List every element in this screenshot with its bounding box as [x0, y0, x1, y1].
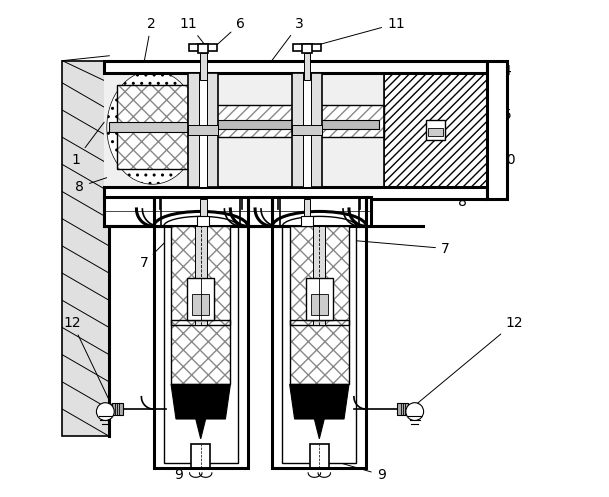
- Bar: [109, 122, 195, 132]
- Bar: [104, 187, 487, 199]
- Text: 7: 7: [334, 239, 449, 255]
- Bar: [171, 320, 230, 384]
- Bar: [303, 199, 311, 219]
- Ellipse shape: [107, 71, 199, 184]
- Bar: [200, 53, 206, 81]
- Text: 1: 1: [72, 122, 104, 166]
- Bar: [112, 403, 122, 415]
- Text: 3: 3: [272, 16, 304, 61]
- Bar: [290, 320, 349, 384]
- Bar: [193, 120, 379, 129]
- Text: 12: 12: [414, 316, 523, 406]
- Bar: [303, 53, 311, 81]
- Bar: [290, 226, 349, 325]
- Text: 10: 10: [493, 153, 516, 166]
- Bar: [310, 444, 329, 469]
- Bar: [314, 226, 325, 325]
- Bar: [302, 44, 312, 53]
- Circle shape: [406, 403, 424, 420]
- Bar: [188, 73, 218, 187]
- Bar: [428, 128, 443, 136]
- Text: 6: 6: [215, 16, 245, 47]
- Text: 5: 5: [492, 108, 512, 124]
- Bar: [293, 44, 321, 51]
- Bar: [104, 73, 487, 187]
- Text: 11: 11: [180, 16, 204, 44]
- Bar: [290, 320, 349, 384]
- Bar: [199, 44, 208, 53]
- Bar: [188, 125, 218, 135]
- Bar: [189, 44, 217, 51]
- Bar: [171, 320, 230, 384]
- Bar: [62, 61, 109, 436]
- Bar: [191, 444, 210, 469]
- Bar: [104, 61, 487, 73]
- Text: 8: 8: [75, 178, 107, 194]
- Polygon shape: [290, 384, 349, 439]
- Polygon shape: [171, 384, 230, 439]
- Bar: [272, 226, 366, 469]
- Bar: [292, 125, 322, 135]
- Bar: [290, 226, 349, 325]
- Text: 9: 9: [311, 454, 385, 482]
- Bar: [192, 294, 209, 315]
- Text: 12: 12: [63, 316, 111, 405]
- Bar: [426, 120, 445, 140]
- Bar: [398, 403, 408, 415]
- Text: 4: 4: [492, 64, 512, 79]
- Bar: [153, 226, 248, 469]
- Bar: [200, 199, 206, 219]
- Text: 2: 2: [144, 16, 156, 61]
- Bar: [188, 105, 384, 137]
- Bar: [195, 226, 206, 325]
- Bar: [197, 216, 209, 226]
- Bar: [117, 85, 188, 169]
- Bar: [292, 73, 322, 187]
- Text: 11: 11: [317, 16, 405, 45]
- Bar: [384, 73, 487, 187]
- Bar: [188, 105, 384, 137]
- Bar: [306, 278, 333, 320]
- Circle shape: [96, 403, 114, 420]
- Bar: [187, 278, 214, 320]
- Bar: [487, 61, 507, 199]
- Bar: [164, 226, 238, 464]
- Bar: [301, 216, 313, 226]
- Bar: [311, 294, 328, 315]
- Text: 9: 9: [174, 456, 192, 482]
- Text: 8: 8: [440, 188, 467, 209]
- Bar: [303, 73, 311, 187]
- Bar: [117, 85, 188, 169]
- Bar: [104, 197, 371, 226]
- Bar: [199, 73, 207, 187]
- Bar: [171, 226, 230, 325]
- Text: 7: 7: [139, 241, 167, 270]
- Bar: [282, 226, 356, 464]
- Bar: [171, 226, 230, 325]
- Bar: [384, 73, 487, 187]
